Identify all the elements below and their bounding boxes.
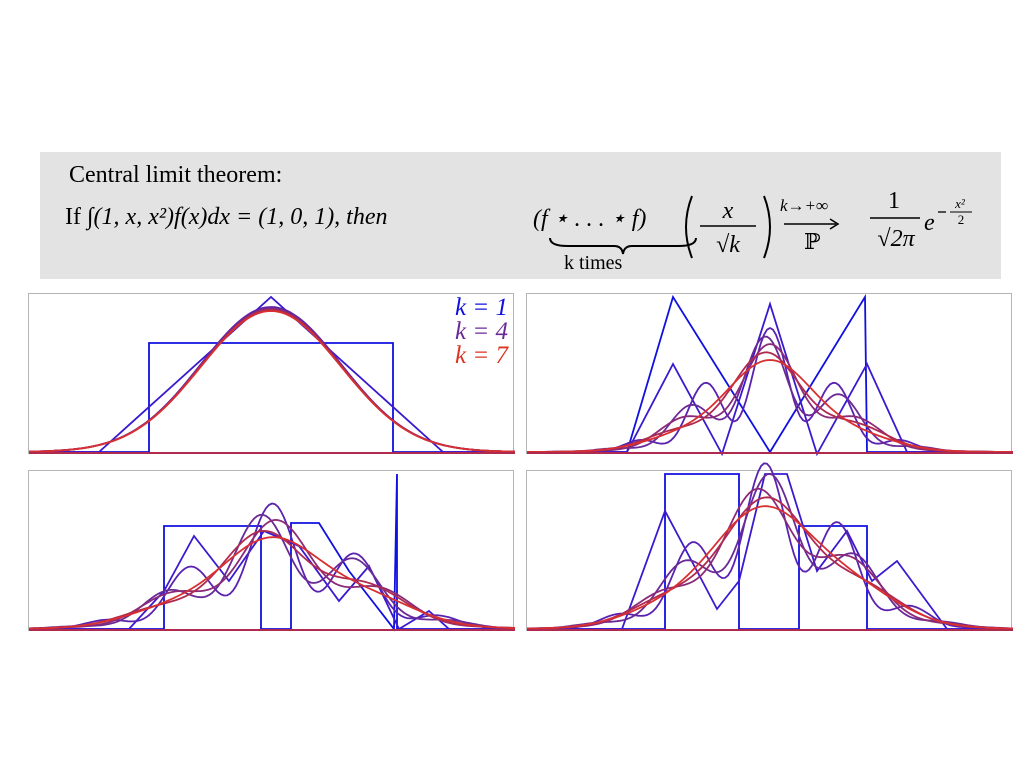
curve-k2	[527, 473, 1013, 630]
theorem-title: Central limit theorem:	[69, 162, 283, 188]
exponent-denominator: 2	[958, 212, 965, 227]
legend-k1: k = 1	[455, 294, 508, 321]
convergence-arrow: k→+∞ ℙ	[778, 194, 858, 254]
panel-asymmetric	[28, 470, 516, 632]
curve-k1	[29, 342, 515, 453]
curve-k7	[527, 359, 1013, 453]
arrow-probability-label: ℙ	[804, 229, 821, 254]
curve-k7	[29, 310, 516, 453]
curve-k2	[527, 301, 1013, 457]
curve-k2	[29, 295, 515, 453]
legend: k = 1 k = 4 k = 7	[455, 294, 508, 369]
gaussian-density: 1 √2π e x² 2	[870, 188, 972, 252]
curve-k7	[526, 505, 1014, 630]
panel-symmetric-triangles	[526, 293, 1014, 457]
panel-asymmetric-plot	[28, 473, 516, 632]
curve-k6	[29, 309, 516, 453]
fraction-denominator: √k	[716, 232, 740, 258]
brace-label: k times	[564, 252, 623, 274]
curve-k4	[526, 335, 1013, 453]
curve-k4	[29, 307, 516, 453]
gauss-denominator: √2π	[877, 226, 915, 252]
theorem-hypothesis: If ∫(1, x, x²)f(x)dx = (1, 0, 1), then	[65, 204, 388, 231]
curve-k5	[29, 308, 516, 453]
scaled-argument: x √k	[685, 195, 771, 259]
panel-symmetric-triangles-plot	[526, 293, 1014, 457]
panel-uniform: k = 1 k = 4 k = 7	[28, 293, 516, 454]
curve-k2	[29, 529, 515, 631]
gauss-exponential: e	[924, 210, 935, 236]
gauss-numerator: 1	[888, 188, 900, 214]
panel-uniform-plot	[29, 295, 516, 454]
curve-k3	[526, 462, 1014, 630]
curve-k3	[29, 306, 516, 453]
panel-skewed-blocks-plot	[526, 462, 1014, 631]
curve-k4	[28, 513, 516, 630]
integral-expression: ∫(1, x, x²)f(x)dx = (1, 0, 1), then	[86, 204, 388, 230]
curve-k6	[526, 351, 1014, 453]
curve-k3	[527, 326, 1013, 453]
curve-k6	[526, 496, 1014, 630]
theorem-box: Central limit theorem: If ∫(1, x, x²)f(x…	[40, 152, 1001, 279]
underbrace	[549, 237, 697, 255]
if-word: If	[65, 204, 81, 230]
arrow-icon	[784, 218, 840, 230]
curve-k6	[28, 529, 516, 630]
curve-k7	[28, 536, 516, 630]
panel-skewed-blocks	[526, 462, 1014, 631]
arrow-limit-label: k→+∞	[780, 196, 829, 215]
curve-k5	[28, 518, 516, 630]
legend-k7: k = 7	[455, 342, 508, 369]
fraction-numerator: x	[722, 198, 734, 224]
exponent-numerator: x²	[954, 196, 966, 211]
legend-k4: k = 4	[455, 318, 508, 345]
curve-k1	[527, 293, 1013, 454]
curve-k5	[526, 487, 1014, 630]
convolution-expression: (f ⋆ . . . ⋆ f)	[533, 206, 647, 232]
curve-k1	[29, 473, 515, 632]
